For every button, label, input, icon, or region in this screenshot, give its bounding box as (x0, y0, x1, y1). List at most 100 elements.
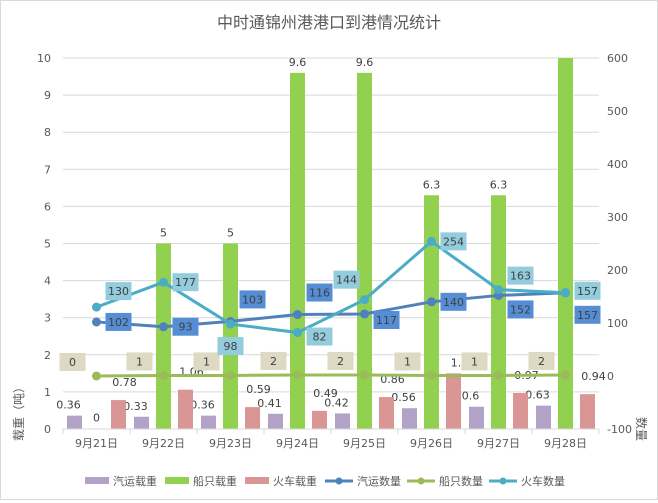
line-data-label: 93 (179, 321, 193, 334)
line-label-box (193, 352, 220, 371)
line-label-box (306, 327, 333, 346)
y-tick-label: 3 (44, 312, 51, 325)
y2-tick-label: 100 (607, 317, 628, 330)
y-tick-label: 2 (44, 349, 51, 362)
bar (446, 373, 461, 429)
bar-data-label: 0.6 (462, 390, 480, 403)
x-tick-label: 9月25日 (343, 437, 386, 450)
x-tick-label: 9月24日 (276, 437, 319, 450)
bar (335, 413, 350, 429)
y2-tick-label: 300 (607, 211, 628, 224)
line-label-box (461, 352, 488, 371)
bar (424, 195, 439, 429)
y2-tick-label: 0 (607, 370, 614, 383)
bar-data-label: 0 (93, 412, 100, 425)
bar (178, 389, 193, 429)
line-point (360, 309, 369, 319)
line-data-label: 117 (376, 314, 397, 327)
line-label-box (172, 317, 199, 336)
line-data-label: 130 (108, 285, 129, 298)
y2-axis-label: 数量 (634, 417, 649, 441)
bar-data-label: 0.36 (56, 399, 81, 412)
line-data-label: 152 (510, 303, 531, 316)
line-point (427, 370, 436, 380)
bar (134, 416, 149, 429)
line-point (494, 370, 503, 380)
line-label-box (306, 283, 333, 302)
line-point (360, 370, 369, 380)
bar-data-label: 9.6 (356, 56, 374, 69)
bar (223, 243, 238, 429)
bar-data-label: 6.3 (490, 178, 508, 191)
line-data-label: 2 (270, 355, 277, 368)
line-data-label: 98 (224, 340, 238, 353)
line-data-label: 103 (242, 293, 263, 306)
line-label-box (440, 232, 467, 251)
line-data-label: 1 (136, 355, 143, 368)
line-data-label: 1 (471, 355, 478, 368)
bar (580, 394, 595, 429)
y-tick-label: 7 (44, 163, 51, 176)
legend-marker (335, 477, 343, 485)
bar-data-label: 0.36 (190, 399, 215, 412)
line-data-label: 102 (108, 316, 129, 329)
bar (245, 407, 260, 429)
bar-data-label: 6.3 (423, 178, 441, 191)
line-label-box (333, 270, 360, 289)
line-data-label: 2 (337, 355, 344, 368)
line-label-box (105, 312, 132, 331)
line-data-label: 144 (336, 274, 357, 287)
line-point (92, 317, 101, 327)
legend-label: 火车载重 (273, 474, 317, 488)
bar-data-label: 5 (227, 227, 234, 240)
line-point (494, 285, 503, 295)
x-tick-label: 9月21日 (75, 437, 118, 450)
y-tick-label: 9 (44, 89, 51, 102)
line-point (293, 328, 302, 338)
bar-data-label: 0.33 (123, 400, 148, 413)
line-data-label: 254 (443, 235, 464, 248)
bar-data-label: 9.6 (289, 56, 307, 69)
line-label-box (126, 352, 153, 371)
line-label-box (507, 300, 534, 319)
bar-data-label: 5 (160, 227, 167, 240)
bar (491, 195, 506, 429)
x-tick-label: 9月28日 (544, 437, 587, 450)
line-label-box (260, 351, 287, 370)
line-data-label: 82 (313, 331, 327, 344)
bar-data-label: 0.63 (525, 389, 550, 402)
line-label-box (239, 290, 266, 309)
y2-tick-label: 600 (607, 52, 628, 65)
x-tick-label: 9月27日 (477, 437, 520, 450)
bar (111, 400, 126, 429)
legend-marker (499, 477, 507, 485)
line-label-box (440, 292, 467, 311)
line-label-box (574, 305, 601, 324)
bar (357, 72, 372, 429)
line-label-box (394, 352, 421, 371)
bar (558, 58, 573, 429)
series-line (96, 373, 566, 378)
line-data-label: 163 (510, 270, 531, 283)
bar (513, 393, 528, 429)
line-point (561, 288, 570, 298)
x-tick-label: 9月23日 (209, 437, 252, 450)
bar-data-label: 0.56 (391, 391, 416, 404)
line-point (226, 370, 235, 380)
line-data-label: 2 (538, 355, 545, 368)
bar (268, 413, 283, 429)
bar (290, 72, 305, 429)
y-axis-label: 载重（吨） (12, 381, 26, 441)
bar (312, 410, 327, 429)
legend-swatch (245, 477, 269, 484)
line-data-label: 140 (443, 296, 464, 309)
line-label-box (59, 353, 86, 371)
y-tick-label: 6 (44, 200, 51, 213)
line-point (159, 277, 168, 287)
y2-tick-label: 400 (607, 158, 628, 171)
bar-data-label: 0.42 (324, 396, 349, 409)
y2-tick-label: 200 (607, 264, 628, 277)
y2-tick-label: -100 (607, 423, 632, 436)
